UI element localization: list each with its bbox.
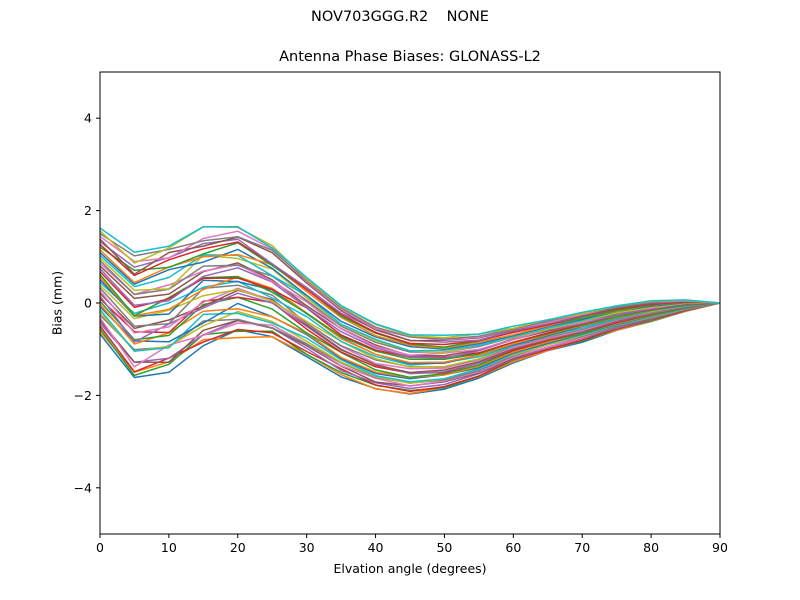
y-tick-label: 2	[84, 203, 92, 218]
x-tick-label: 80	[643, 540, 659, 555]
series-line	[100, 226, 720, 337]
x-axis-label: Elvation angle (degrees)	[333, 561, 487, 576]
axes-frame	[99, 71, 721, 535]
series-line	[100, 236, 720, 342]
series-line	[100, 260, 720, 353]
y-tick-label: 4	[84, 111, 92, 126]
series-line	[100, 241, 720, 346]
x-tick-label: 70	[574, 540, 590, 555]
x-tick-label: 40	[368, 540, 384, 555]
figure-suptitle: NOV703GGG.R2 NONE	[311, 9, 489, 25]
x-tick-label: 10	[161, 540, 177, 555]
chart-title: Antenna Phase Biases: GLONASS-L2	[279, 49, 541, 65]
series-lines	[100, 226, 720, 395]
series-line	[100, 267, 720, 359]
axis-ticks: 0 10 20 30 40 50 60 70 80 90 −4 −2 0 2 4	[74, 111, 728, 555]
series-line	[100, 302, 720, 395]
y-tick-label: −4	[74, 480, 92, 495]
x-tick-label: 50	[436, 540, 452, 555]
x-tick-label: 90	[712, 540, 728, 555]
series-line	[100, 232, 720, 340]
x-tick-label: 30	[299, 540, 315, 555]
series-line	[100, 289, 720, 374]
y-tick-label: 0	[84, 296, 92, 311]
series-line	[100, 280, 720, 366]
x-tick-label: 0	[96, 540, 104, 555]
y-tick-label: −2	[74, 388, 92, 403]
x-tick-label: 60	[505, 540, 521, 555]
x-tick-label: 20	[230, 540, 246, 555]
